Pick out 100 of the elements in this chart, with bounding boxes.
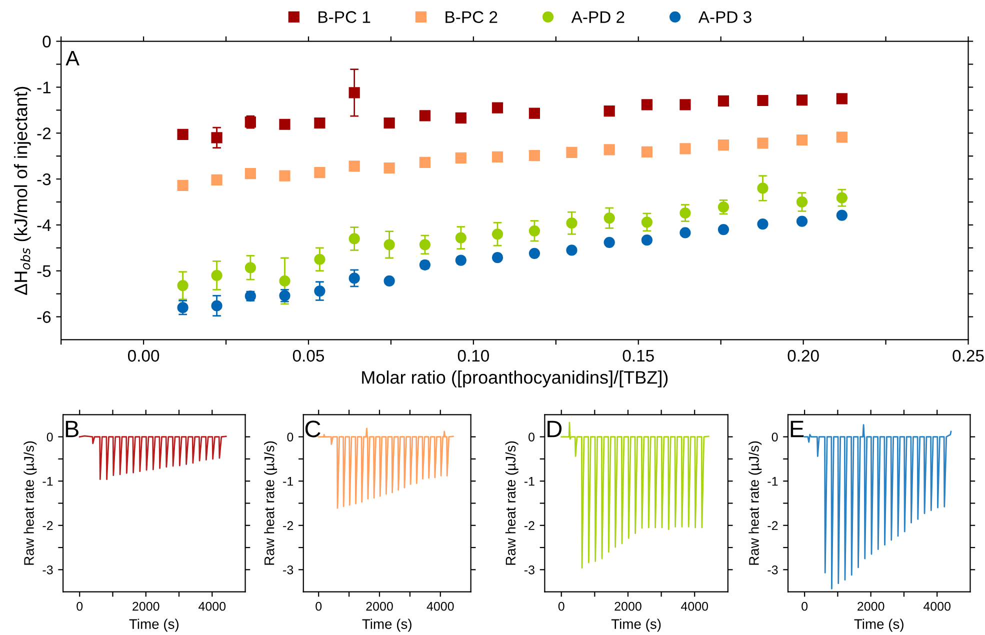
annotation: C [305,420,320,438]
point [384,275,395,287]
x-tick-label: 0.10 [458,350,489,362]
point [348,160,360,172]
point [604,212,615,224]
x-tick-label: 4000 [923,602,951,611]
point [718,224,730,236]
y-axis-title: Raw heat rate (µJ/s) [748,441,762,565]
x-axis-title: Time (s) [362,618,412,632]
point [796,196,808,208]
x-tick-label: 0.00 [128,350,160,362]
point [384,117,395,129]
legend-label: B-PC 2 [446,11,498,23]
y-tick-label: -3 [283,565,294,574]
point [211,132,222,144]
y-tick-label: -3 [524,565,534,574]
y-tick-label: -6 [37,311,51,323]
annotation: E [790,420,804,438]
y-tick-label: -2 [524,521,534,530]
point [528,225,540,236]
y-axis-title: Raw heat rate (µJ/s) [505,441,518,565]
x-tick-label: 4000 [680,602,708,611]
x-axis-title: Time (s) [611,618,661,632]
point [566,218,578,229]
point [279,275,290,287]
point [604,144,615,156]
x-tick-label: 4000 [198,602,226,611]
point [177,302,188,314]
point [314,254,326,265]
point [211,174,222,186]
point [757,94,768,106]
line-series [560,422,710,569]
y-tick-label: 0 [42,36,51,48]
point [492,102,504,114]
y-tick-label: 0 [46,432,53,442]
x-axis-title: Time (s) [129,618,178,632]
point [836,93,848,104]
y-tick-label: -5 [37,265,51,278]
point [419,156,430,168]
point [680,143,691,154]
point [314,117,326,129]
point [279,118,290,130]
point [455,232,466,244]
x-tick-label: 0 [76,602,83,611]
point [757,182,768,194]
point [757,138,768,149]
point [641,216,653,228]
point [455,152,466,164]
annotation: B [66,420,78,438]
point [604,106,615,117]
y-tick-label: 0 [528,432,534,442]
x-axis-title: Time (s) [854,618,904,632]
point [384,162,395,174]
point [680,207,691,219]
x-tick-label: 0.15 [622,350,654,362]
point [680,227,691,238]
point [314,167,326,178]
x-tick-label: 2000 [614,602,642,611]
x-tick-label: 0 [802,602,808,611]
point [718,95,730,107]
point [604,236,615,248]
point [796,134,808,146]
point [244,262,256,274]
legend-label: B-PC 1 [318,11,370,23]
y-axis-title: Raw heat rate (µJ/s) [24,441,37,565]
point [177,280,188,292]
legend-label: A-PD 2 [571,11,624,23]
point [279,170,290,182]
y-tick-label: -1 [42,477,53,486]
point [492,228,504,240]
point [348,87,360,98]
point [492,252,504,264]
y-tick-label: -1 [768,477,778,486]
point [348,233,360,244]
point [528,108,540,119]
x-tick-label: 2000 [366,602,393,611]
x-tick-label: 0 [316,602,322,611]
point [641,99,653,110]
point [492,151,504,163]
y-tick-label: -1 [524,477,534,486]
y-tick-label: 0 [772,432,778,442]
line-series [804,424,952,590]
annotation: D [548,420,562,438]
x-tick-label: 0 [558,602,564,611]
point [680,99,691,110]
point [796,94,808,106]
x-axis-title: Molar ratio ([proanthocyanidins]/[TBZ]) [362,370,668,388]
y-tick-label: -1 [283,477,294,486]
legend-label: A-PD 3 [698,11,752,23]
point [836,192,848,204]
annotation: A [66,50,80,66]
point [177,180,188,192]
y-tick-label: -4 [37,220,51,231]
point [177,128,188,140]
x-tick-label: 0.20 [788,350,819,362]
point [796,216,808,227]
point [419,239,430,250]
point [528,248,540,259]
y-tick-label: -3 [37,173,51,186]
y-tick-label: -3 [42,565,53,574]
